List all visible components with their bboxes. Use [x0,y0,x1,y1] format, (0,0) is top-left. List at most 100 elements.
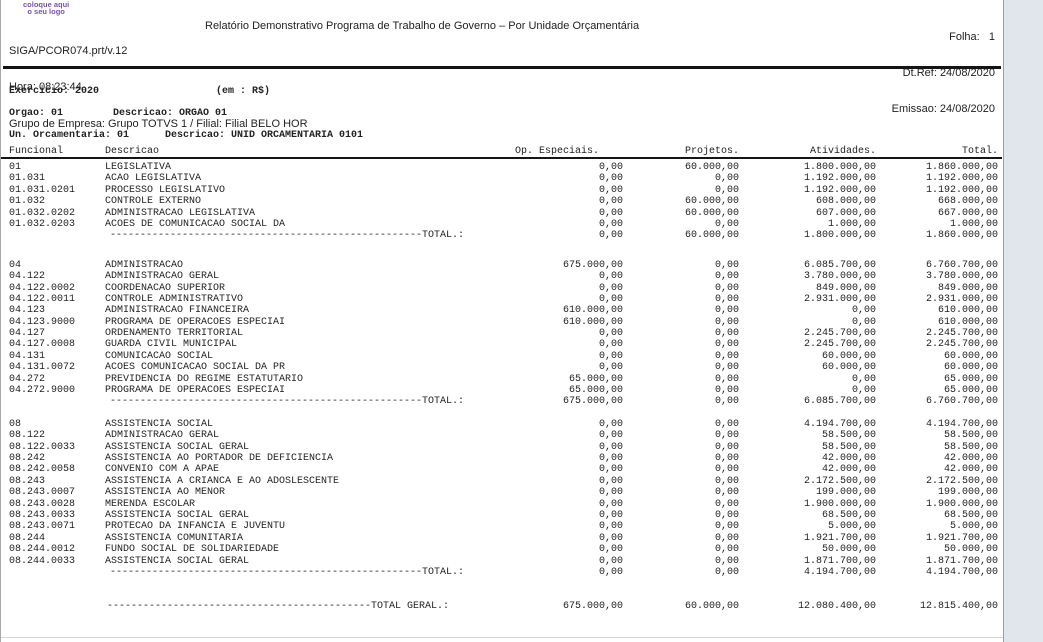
total-value: 1.871.700,00 [925,555,998,567]
atividades-value: 607.000,00 [815,207,876,219]
col-op-especiais: Op. Especiais. [514,146,599,157]
table-row: 08.243.0071 PROTECAO DA INFANCIA E JUVENT… [9,521,1000,532]
op-especiais-value: 0,00 [598,196,623,208]
atividades-value: 6.085.700,00 [803,259,876,271]
projetos-value: 0,00 [714,555,739,567]
projetos-value: 0,00 [714,544,739,556]
op-especiais-value: 0,00 [598,328,623,340]
col-total: Total. [961,146,998,157]
atividades-value: 199.000,00 [815,487,876,499]
atividades-total: 12.080.400,00 [797,601,876,613]
total-value: 2.931.000,00 [925,293,998,305]
atividades-value: 1.871.700,00 [803,555,876,567]
funcional-descricao: ADMINISTRACAO [105,259,184,271]
atividades-value: 1.192.000,00 [803,173,876,185]
atividades-value: 0,00 [851,385,876,397]
table-row: 08.242 ASSISTENCIA AO PORTADOR DE DEFICIE… [9,453,1000,464]
total-value: 65.000,00 [943,373,998,385]
total-value: 42.000,00 [943,452,998,464]
funcional-descricao: CONVENIO COM A APAE [105,464,220,476]
table-row: 04.122.0002 COORDENACAO SUPERIOR 0,00 0,00 8… [9,283,1000,294]
funcional-code: 08.122.0033 [9,441,76,453]
op-especiais-value: 0,00 [598,430,623,442]
funcional-descricao: COORDENACAO SUPERIOR [105,282,226,294]
projetos-total: 0,00 [714,566,739,578]
atividades-value: 42.000,00 [821,464,876,476]
funcional-code: 08.243 [9,475,46,487]
op-especiais-value: 0,00 [598,362,623,374]
funcional-code: 01.032.0203 [9,218,76,230]
table-row: 08 ASSISTENCIA SOCIAL 0,00 0,00 4.194.700,00… [9,419,1000,430]
op-especiais-value: 0,00 [598,350,623,362]
projetos-value: 0,00 [714,259,739,271]
total-value: 1.860.000,00 [925,162,998,173]
atividades-value: 58.500,00 [821,441,876,453]
block-total-row: ----------------------------------------… [9,230,1000,241]
op-especiais-value: 0,00 [598,509,623,521]
atividades-value: 2.245.700,00 [803,328,876,340]
table-row: 08.244.0033 ASSISTENCIA SOCIAL GERAL 0,00 0… [9,556,1000,567]
projetos-total: 0,00 [714,396,739,408]
atividades-value: 42.000,00 [821,452,876,464]
table-row: 01.031.0201 PROCESSO LEGISLATIVO 0,00 0,00 1… [9,185,1000,196]
exercicio-label: Exercicio: 2020 [9,86,100,97]
projetos-value: 0,00 [714,305,739,317]
table-row: 01.032.0203 ACOES DE COMUNICACAO SOCIAL D… [9,219,1000,230]
total-value: 1.000,00 [949,218,998,230]
unidade-label: Un. Orcamentaria: 01 [9,130,130,141]
total-value: 2.245.700,00 [925,328,998,340]
funcional-code: 08.242.0058 [9,464,76,476]
funcional-descricao: PROTECAO DA INFANCIA E JUVENTU [105,521,286,533]
total-value: 667.000,00 [937,207,998,219]
funcional-code [9,601,105,612]
total-value: 42.000,00 [943,464,998,476]
atividades-value: 1.800.000,00 [803,162,876,173]
op-especiais-value: 0,00 [598,532,623,544]
funcional-code: 01.031 [9,173,46,185]
op-especiais-value: 0,00 [598,271,623,283]
op-especiais-value: 0,00 [598,544,623,556]
total-geral-label: ----------------------------------------… [106,601,449,613]
atividades-value: 0,00 [851,305,876,317]
table-row: 08.243.0007 ASSISTENCIA AO MENOR 0,00 0,00 1… [9,487,1000,498]
projetos-value: 0,00 [714,385,739,397]
right-gutter [1003,0,1043,642]
funcional-descricao: ACAO LEGISLATIVA [105,173,202,185]
total-value: 1.900.000,00 [925,498,998,510]
col-funcional: Funcional [9,146,64,157]
projetos-value: 0,00 [714,509,739,521]
table-row: 04.131.0072 ACOES COMUNICACAO SOCIAL DA P… [9,362,1000,373]
funcional-code: 01.032.0202 [9,207,76,219]
funcional-descricao: ASSISTENCIA SOCIAL GERAL [105,509,250,521]
projetos-value: 0,00 [714,452,739,464]
total-value: 6.760.700,00 [925,259,998,271]
funcional-code: 04.131 [9,350,46,362]
funcional-code: 04.123 [9,305,46,317]
funcional-code: 08.244.0033 [9,555,76,567]
projetos-value: 0,00 [714,293,739,305]
atividades-value: 50.000,00 [821,544,876,556]
total-value: 2.172.500,00 [925,475,998,487]
atividades-total: 4.194.700,00 [803,566,876,578]
total-value: 610.000,00 [937,316,998,328]
funcional-descricao: FUNDO SOCIAL DE SOLIDARIEDADE [105,544,280,556]
funcional-code: 08.243.0007 [9,487,76,499]
op-especiais-total: 0,00 [598,566,623,578]
projetos-value: 0,00 [714,487,739,499]
table-row: 04.127.0008 GUARDA CIVIL MUNICIPAL 0,00 0,0… [9,339,1000,350]
funcional-descricao: ADMINISTRACAO LEGISLATIVA [105,207,256,219]
total-value: 849.000,00 [937,282,998,294]
table-header-row: Funcional Descricao Op. Especiais. Proje… [1,145,1002,159]
atividades-total: 1.800.000,00 [803,230,876,242]
projetos-value: 0,00 [714,350,739,362]
total-geral-row: ----------------------------------------… [9,601,1000,612]
funcional-descricao: CONTROLE ADMINISTRATIVO [105,293,244,305]
funcional-code: 08.242 [9,452,46,464]
table-row: 01.032.0202 ADMINISTRACAO LEGISLATIVA 0,00… [9,208,1000,219]
total-total: 1.860.000,00 [925,230,998,242]
block-total-label: ----------------------------------------… [109,566,464,578]
total-value: 1.192.000,00 [925,184,998,196]
report-time: Hora: 08:23:44 [9,81,82,94]
funcional-descricao: LEGISLATIVA [105,162,172,173]
